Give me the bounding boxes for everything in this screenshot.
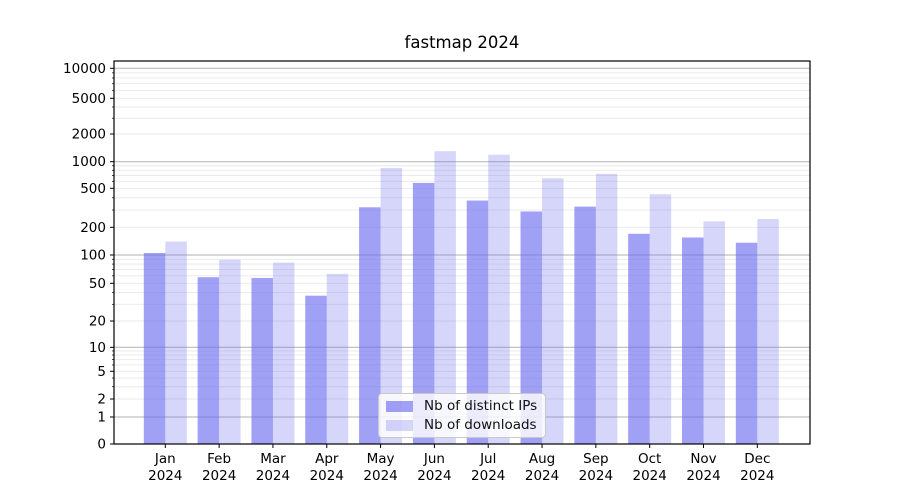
x-tick-label-year: 2024: [471, 468, 505, 484]
x-tick-label-year: 2024: [633, 468, 667, 484]
bar-distinct-ips: [466, 200, 489, 444]
x-tick-label-month: Sep: [583, 451, 608, 467]
x-tick-label-month: Oct: [638, 451, 661, 467]
y-tick-label: 5: [97, 364, 106, 380]
x-tick-label-month: Jun: [423, 451, 445, 467]
bar-downloads: [488, 154, 510, 445]
bar-distinct-ips: [682, 237, 704, 444]
y-tick-label: 500: [80, 181, 106, 197]
x-tick-label-year: 2024: [148, 468, 182, 484]
y-tick-label: 50: [89, 276, 106, 292]
bar-downloads: [434, 151, 456, 445]
x-tick-label-month: Nov: [690, 451, 716, 467]
bar-downloads: [272, 262, 295, 444]
bar-downloads: [380, 167, 403, 445]
x-tick-label-month: Aug: [529, 451, 555, 467]
y-tick-label: 2: [97, 392, 106, 408]
x-tick-label-month: Apr: [315, 451, 339, 467]
x-tick-label-year: 2024: [417, 468, 451, 484]
bar-distinct-ips: [251, 277, 273, 444]
x-tick-label-month: Dec: [744, 451, 770, 467]
y-tick-label: 1000: [72, 154, 106, 170]
x-tick-label-year: 2024: [686, 468, 720, 484]
bar-downloads: [542, 178, 564, 444]
x-tick-label-year: 2024: [525, 468, 559, 484]
y-tick-label: 2000: [72, 127, 106, 143]
bar-distinct-ips: [735, 242, 758, 444]
bar-distinct-ips: [628, 233, 650, 444]
x-tick-label-month: Jan: [154, 451, 176, 467]
x-tick-label-year: 2024: [310, 468, 344, 484]
bar-downloads: [649, 194, 672, 444]
y-tick-label: 200: [80, 220, 106, 236]
y-tick-label: 100: [80, 248, 106, 264]
bar-distinct-ips: [359, 207, 381, 444]
bar-distinct-ips: [574, 206, 596, 444]
legend-label-distinct-ips: Nb of distinct IPs: [424, 398, 538, 414]
x-tick-label-month: Mar: [260, 451, 286, 467]
y-tick-label: 1: [97, 410, 106, 426]
x-tick-label-month: Feb: [207, 451, 231, 467]
bar-distinct-ips: [412, 182, 435, 445]
x-tick-label-year: 2024: [202, 468, 236, 484]
bar-downloads: [326, 273, 349, 444]
legend-label-downloads: Nb of downloads: [424, 417, 537, 433]
x-tick-label-month: May: [367, 451, 395, 467]
y-tick-label: 0: [97, 437, 106, 453]
bar-downloads: [757, 219, 779, 444]
x-tick-label-year: 2024: [740, 468, 774, 484]
chart-title: fastmap 2024: [404, 33, 520, 52]
bar-distinct-ips: [143, 253, 166, 444]
bar-downloads: [219, 259, 241, 444]
bar-distinct-ips: [520, 211, 543, 444]
legend-swatch-distinct-ips: [386, 400, 413, 412]
legend-item-downloads: Nb of downloads: [379, 416, 545, 434]
bar-distinct-ips: [305, 295, 327, 444]
y-tick-label: 20: [89, 314, 106, 330]
bar-downloads: [595, 173, 618, 445]
x-tick-label-year: 2024: [579, 468, 613, 484]
x-tick-label-year: 2024: [256, 468, 290, 484]
bar-downloads: [165, 241, 187, 444]
y-tick-label: 5000: [72, 91, 106, 107]
legend-item-distinct-ips: Nb of distinct IPs: [379, 397, 545, 415]
bar-downloads: [703, 221, 725, 444]
legend: Nb of distinct IPs Nb of downloads: [378, 393, 546, 438]
x-tick-label-month: Jul: [479, 451, 496, 467]
axes-spines: [113, 60, 811, 445]
y-tick-label: 10000: [63, 61, 106, 77]
x-tick-label-year: 2024: [363, 468, 397, 484]
bar-distinct-ips: [197, 277, 220, 444]
y-tick-label: 10: [89, 340, 106, 356]
legend-swatch-downloads: [386, 419, 413, 431]
